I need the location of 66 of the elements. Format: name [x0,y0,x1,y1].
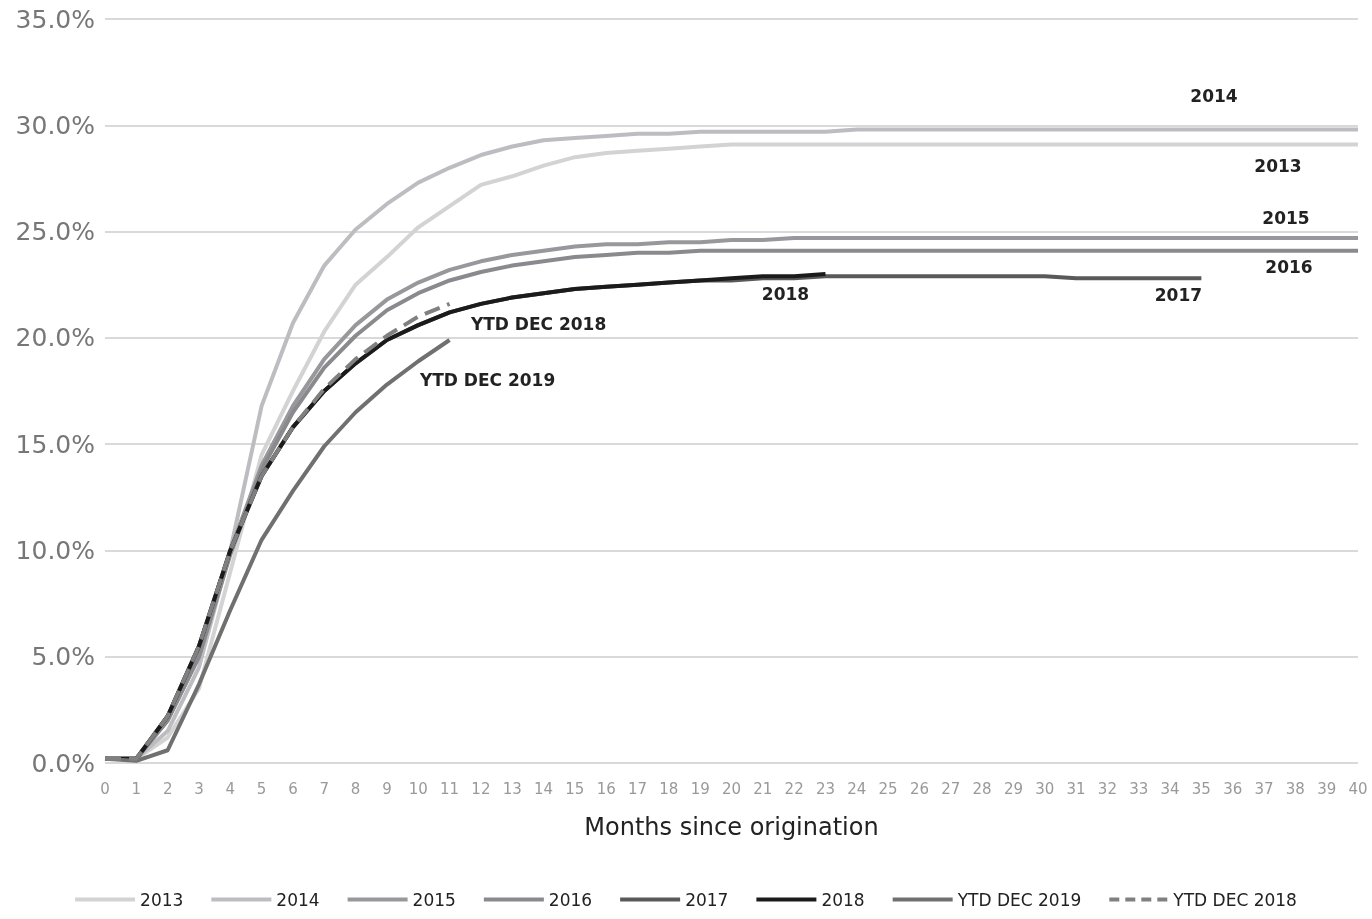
text: 2016 [1265,256,1313,277]
legend-label: 2013 [140,889,184,910]
x-axis-title: Months since origination [584,813,879,841]
x-tick-label: 38 [1285,779,1305,798]
x-tick-label: 17 [627,779,648,798]
x-tick-label: 27 [941,779,961,798]
legend-label: 2018 [821,889,865,910]
text: 2017 [1154,285,1203,306]
x-tick-label: 13 [502,779,522,798]
text: YTD DEC 2018 [470,313,607,334]
x-tick-label: 23 [815,779,836,798]
y-tick-label: 20.0% [15,323,95,353]
x-tick-label: 8 [350,779,361,798]
y-tick-label: 0.0% [31,748,95,778]
x-tick-label: 16 [596,779,616,798]
legend-label: 2016 [548,889,593,910]
x-tick-label: 28 [972,779,992,798]
text: 2014 [1190,85,1238,106]
y-tick-label: 25.0% [15,217,95,247]
x-tick-label: 9 [382,779,392,798]
x-tick-label: 1 [131,779,142,798]
x-tick-label: 2 [162,779,173,798]
x-tick-label: 14 [534,779,554,798]
x-tick-label: 25 [878,779,898,798]
x-tick-label: 29 [1003,779,1023,798]
x-tick-label: 5 [256,779,267,798]
y-tick-label: 10.0% [15,535,95,565]
y-tick-label: 35.0% [15,4,95,34]
x-tick-label: 20 [721,779,742,798]
text: YTD DEC 2019 [419,369,556,390]
x-tick-label: 24 [847,779,867,798]
x-tick-label: 22 [784,779,804,798]
x-tick-label: 18 [659,779,679,798]
x-tick-label: 3 [194,779,204,798]
x-tick-label: 31 [1066,779,1086,798]
x-tick-label: 15 [565,779,585,798]
x-tick-label: 37 [1254,779,1274,798]
x-tick-label: 11 [440,779,460,798]
text: 2018 [761,284,810,305]
x-tick-label: 21 [753,779,773,798]
x-tick-label: 12 [471,779,491,798]
legend-label: 2015 [412,889,456,910]
x-tick-label: 32 [1097,779,1117,798]
x-tick-label: 6 [288,779,298,798]
x-tick-label: 30 [1035,779,1055,798]
x-tick-label: 40 [1348,779,1368,798]
y-tick-label: 15.0% [15,429,95,459]
legend-label: YTD DEC 2018 [1172,889,1297,910]
x-tick-label: 39 [1317,779,1337,798]
text: 2015 [1262,207,1310,228]
text: 2013 [1254,156,1302,177]
x-tick-label: 7 [319,779,330,798]
x-tick-label: 36 [1223,779,1243,798]
legend-label: YTD DEC 2019 [956,889,1082,910]
x-tick-label: 10 [408,779,428,798]
x-tick-label: 34 [1160,779,1180,798]
y-tick-label: 5.0% [31,642,95,672]
y-tick-label: 30.0% [15,110,95,140]
x-tick-label: 35 [1191,779,1211,798]
x-tick-label: 19 [690,779,710,798]
x-tick-label: 0 [100,779,110,798]
x-tick-label: 26 [909,779,929,798]
x-tick-label: 33 [1129,779,1149,798]
legend-label: 2017 [685,889,729,910]
x-tick-label: 4 [225,779,236,798]
legend-label: 2014 [276,889,320,910]
